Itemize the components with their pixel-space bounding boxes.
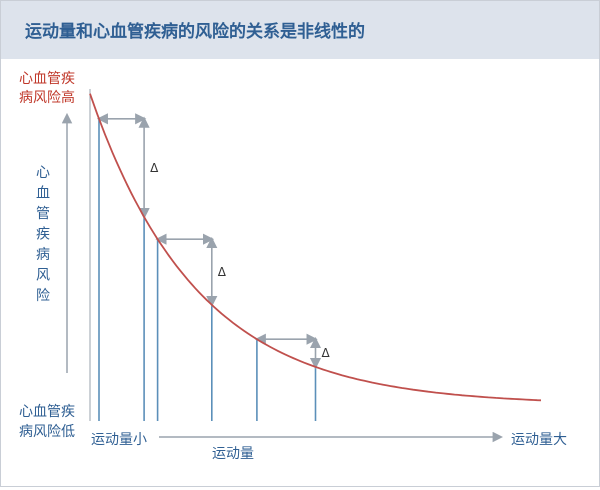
x-low-label: 运动量小 — [91, 432, 147, 448]
delta-arrows: Δ Δ Δ — [96, 113, 331, 370]
y-low-label-line1: 心血管疾 — [19, 404, 75, 420]
delta-label: Δ — [322, 346, 331, 360]
y-low-label-line2: 病风险低 — [19, 424, 75, 440]
y-axis-title-char: 疾 — [36, 227, 50, 243]
y-axis-title-char: 病 — [36, 247, 50, 263]
y-axis-title-char: 管 — [36, 206, 50, 222]
chart-header: 运动量和心血管疾病的风险的关系是非线性的 — [1, 1, 599, 59]
chart-title: 运动量和心血管疾病的风险的关系是非线性的 — [25, 22, 365, 42]
y-axis-title-char: 险 — [36, 288, 50, 304]
risk-curve — [89, 93, 542, 402]
y-axis-title-char: 心 — [36, 165, 50, 181]
drop-lines — [98, 118, 317, 421]
x-high-label: 运动量大 — [511, 432, 567, 448]
y-high-label-line1: 心血管疾 — [19, 71, 75, 87]
delta-label: Δ — [150, 161, 159, 175]
y-high-label-line2: 病风险高 — [19, 89, 75, 106]
x-axis-title: 运动量 — [212, 446, 254, 462]
y-axis-title-char: 血 — [36, 186, 50, 202]
y-axis-title-char: 风 — [36, 268, 50, 284]
delta-label: Δ — [218, 265, 227, 279]
